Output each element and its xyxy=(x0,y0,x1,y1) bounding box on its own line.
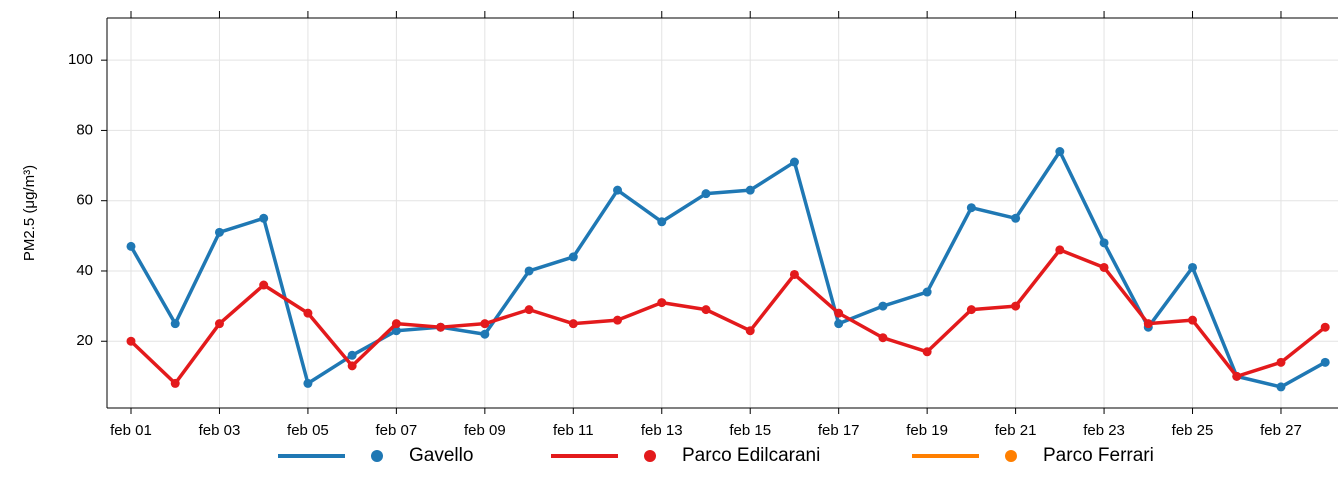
point xyxy=(878,333,888,343)
x-tick-label: feb 13 xyxy=(641,422,683,439)
x-tick-label: feb 09 xyxy=(464,422,506,439)
point xyxy=(966,305,976,315)
point xyxy=(966,203,976,213)
x-tick-label: feb 19 xyxy=(906,422,948,439)
point xyxy=(701,305,711,315)
point xyxy=(922,347,932,357)
point xyxy=(214,319,224,329)
point xyxy=(613,185,623,195)
point xyxy=(1099,262,1109,272)
x-tick-label: feb 27 xyxy=(1260,422,1302,439)
point xyxy=(1320,322,1330,332)
point xyxy=(170,378,180,388)
point xyxy=(126,336,136,346)
point xyxy=(480,329,490,339)
y-tick-label: 100 xyxy=(68,51,93,68)
point xyxy=(701,189,711,199)
legend-label: Parco Ferrari xyxy=(1043,445,1154,466)
legend: Gavello Parco Edilcarani Parco Ferrari xyxy=(278,445,1154,466)
point xyxy=(524,305,534,315)
x-tick-label: feb 21 xyxy=(995,422,1037,439)
point xyxy=(524,266,534,276)
y-axis-label: PM2.5 (μg/m³) xyxy=(21,165,38,261)
point xyxy=(303,378,313,388)
point xyxy=(1011,301,1021,311)
point xyxy=(214,227,224,237)
y-tick-label: 20 xyxy=(76,332,93,349)
point xyxy=(613,315,623,325)
point xyxy=(126,241,136,251)
y-tick-label: 80 xyxy=(76,121,93,138)
point xyxy=(1055,245,1065,255)
point xyxy=(789,269,799,279)
legend-dot xyxy=(1005,450,1017,462)
point xyxy=(568,319,578,329)
point xyxy=(436,322,446,332)
grid xyxy=(107,18,1338,408)
x-tick-label: feb 15 xyxy=(729,422,771,439)
x-tick-label: feb 11 xyxy=(553,422,594,439)
point xyxy=(1055,147,1065,157)
series-line xyxy=(129,149,1327,389)
x-tick-label: feb 03 xyxy=(199,422,241,439)
point xyxy=(170,319,180,329)
point xyxy=(568,252,578,262)
point xyxy=(657,298,667,308)
x-tick-label: feb 17 xyxy=(818,422,860,439)
x-tick-label: feb 01 xyxy=(110,422,152,439)
point xyxy=(391,326,401,336)
point xyxy=(1232,371,1242,381)
x-tick-label: feb 07 xyxy=(376,422,418,439)
point xyxy=(1320,357,1330,367)
legend-dot xyxy=(644,450,656,462)
x-tick-label: feb 25 xyxy=(1172,422,1214,439)
y-tick-label: 60 xyxy=(76,192,93,209)
point xyxy=(1011,213,1021,223)
point xyxy=(657,217,667,227)
point xyxy=(789,157,799,167)
legend-label: Parco Edilcarani xyxy=(682,445,820,466)
point xyxy=(745,185,755,195)
x-tick-label: feb 23 xyxy=(1083,422,1125,439)
point xyxy=(922,287,932,297)
point xyxy=(1276,382,1286,392)
point xyxy=(1099,238,1109,248)
point xyxy=(834,308,844,318)
series-line xyxy=(129,248,1327,386)
point xyxy=(347,361,357,371)
point xyxy=(1143,319,1153,329)
point xyxy=(391,319,401,329)
point xyxy=(834,319,844,329)
point xyxy=(303,308,313,318)
legend-label: Gavello xyxy=(409,445,473,466)
point xyxy=(1188,315,1198,325)
plot-area xyxy=(126,147,1330,392)
point xyxy=(878,301,888,311)
legend-dot xyxy=(371,450,383,462)
point xyxy=(347,350,357,360)
point xyxy=(1276,357,1286,367)
point xyxy=(480,319,490,329)
point xyxy=(1188,262,1198,272)
x-tick-label: feb 05 xyxy=(287,422,329,439)
point xyxy=(259,213,269,223)
point xyxy=(745,326,755,336)
y-tick-label: 40 xyxy=(76,262,93,279)
point xyxy=(259,280,269,290)
